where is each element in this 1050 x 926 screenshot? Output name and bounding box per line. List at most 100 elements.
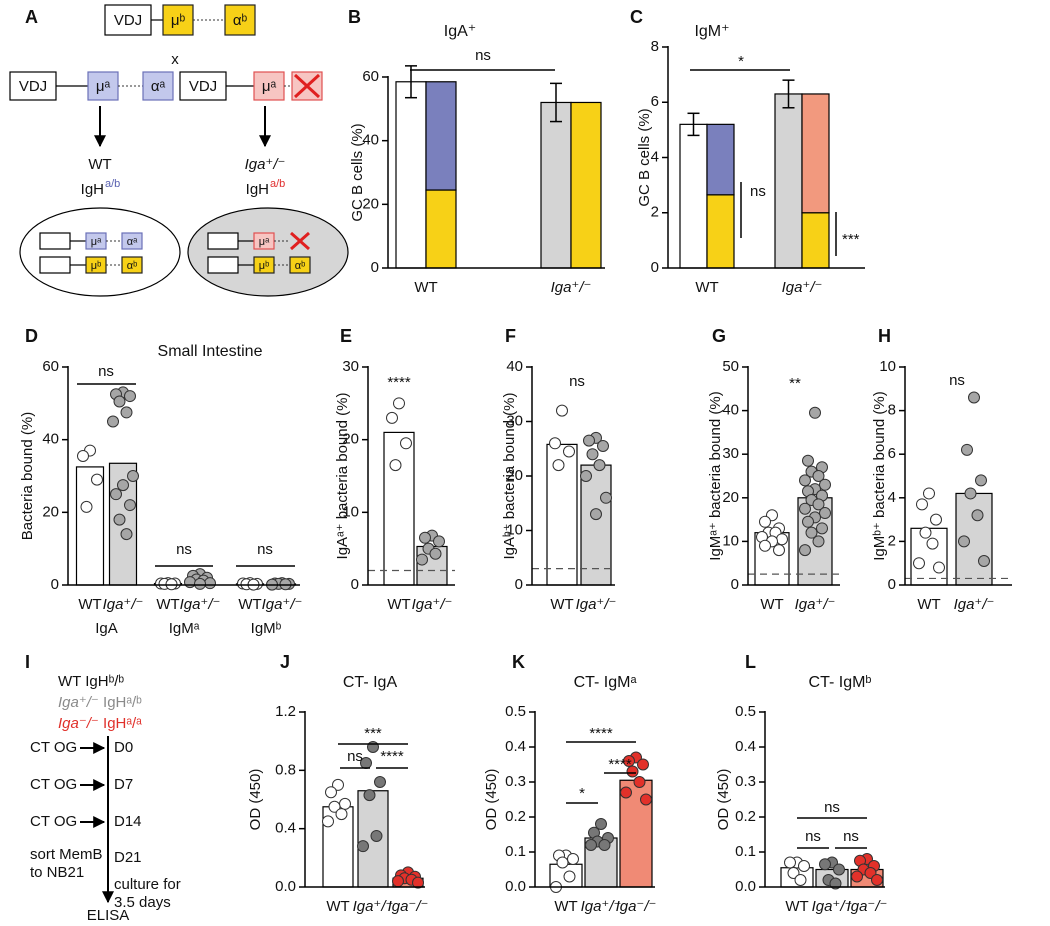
- data-point: [633, 776, 646, 788]
- gene-label: αᵇ: [233, 12, 248, 29]
- cell: [187, 207, 349, 297]
- data-point: [113, 513, 126, 526]
- group-label: WT IgHᵇ/ᵇ: [58, 673, 124, 690]
- data-point: [978, 555, 990, 568]
- data-point: [127, 470, 139, 482]
- x-tick-label: Iga⁻/⁻: [388, 898, 429, 915]
- y-tick-label: 0.5: [735, 703, 756, 720]
- gene-label: μᵃ: [259, 236, 270, 248]
- data-point: [975, 474, 987, 487]
- x-tick-label: WT: [554, 898, 577, 915]
- igh-allele: a/b: [105, 178, 120, 190]
- diagram-i: I WT IgHᵇ/ᵇ Iga⁺/⁻ IgHᵃ/ᵇ Iga⁻/⁻ IgHᵃ/ᵃ …: [25, 652, 181, 924]
- y-tick-label: 0.5: [505, 703, 526, 720]
- gene-label: μᵃ: [96, 78, 111, 95]
- gene-label: αᵇ: [295, 260, 306, 272]
- data-point: [184, 576, 196, 589]
- data-point: [556, 856, 569, 869]
- y-tick-label: 40: [362, 132, 379, 149]
- y-tick-label: 0: [515, 576, 523, 593]
- data-point: [580, 470, 592, 482]
- data-point: [563, 445, 575, 458]
- igh-label: IgHᵇ/ᵇ: [85, 673, 124, 690]
- panel-letter: I: [25, 652, 30, 672]
- significance-label: ns: [176, 541, 192, 558]
- significance-label: ns: [949, 372, 965, 389]
- y-tick-label: 2: [651, 204, 659, 221]
- x-tick-label: WT: [414, 279, 437, 296]
- data-point: [585, 839, 597, 851]
- stack-segment: [570, 101, 602, 269]
- significance-label: ****: [608, 756, 632, 773]
- bar: [75, 466, 105, 586]
- data-point: [802, 515, 814, 528]
- data-point: [968, 391, 980, 404]
- chart-title: CT- IgA: [343, 674, 398, 691]
- panel-letter: K: [512, 652, 525, 672]
- data-point: [80, 500, 93, 513]
- data-point: [759, 539, 771, 552]
- y-tick-label: 50: [722, 358, 739, 375]
- cross-label: x: [171, 51, 179, 68]
- gene-label: μᵇ: [259, 260, 270, 272]
- y-tick-label: 8: [651, 38, 659, 55]
- y-tick-label: 0: [51, 576, 59, 593]
- y-tick-label: 0.8: [275, 761, 296, 778]
- y-tick-label: 0: [731, 576, 739, 593]
- data-point: [819, 858, 831, 871]
- x-tick-label: WT: [760, 596, 783, 613]
- y-axis-title: IgAᵇ⁺ bacteria bound (%): [501, 392, 518, 559]
- gene-label: μᵇ: [171, 12, 186, 29]
- data-point: [933, 561, 945, 574]
- y-tick-label: 30: [722, 445, 739, 462]
- significance-label: ***: [364, 725, 382, 742]
- data-point: [400, 437, 412, 450]
- y-tick-label: 0.4: [275, 820, 296, 837]
- data-point: [794, 874, 807, 886]
- data-point: [799, 544, 811, 557]
- y-tick-label: 40: [506, 358, 523, 375]
- day: D0: [114, 739, 133, 756]
- bar: [580, 464, 612, 586]
- data-point: [799, 502, 811, 515]
- gene-box: [289, 256, 311, 274]
- data-point: [392, 875, 404, 888]
- x-tick-label: Iga⁺/⁻: [262, 596, 303, 613]
- y-tick-label: 60: [362, 68, 379, 85]
- panel-letter: G: [712, 326, 726, 346]
- data-point: [637, 758, 649, 771]
- igh-label: IgHᵃ/ᵇ: [103, 694, 142, 711]
- data-point: [322, 815, 334, 828]
- gene-label: VDJ: [19, 78, 47, 95]
- readout: ELISA: [87, 907, 130, 924]
- data-point: [429, 547, 442, 560]
- y-tick-label: 60: [42, 358, 59, 375]
- culture-note: 3.5 days: [114, 894, 171, 911]
- data-point: [805, 526, 818, 539]
- data-point: [926, 537, 939, 550]
- y-tick-label: 0.4: [735, 738, 756, 755]
- data-point: [325, 786, 337, 799]
- significance-label: ns: [843, 828, 859, 845]
- igh-allele: a/b: [270, 178, 285, 190]
- x-tick-label: WT: [387, 596, 410, 613]
- y-tick-label: 0.1: [505, 843, 526, 860]
- data-point: [363, 789, 376, 802]
- data-point: [799, 474, 811, 487]
- data-point: [913, 557, 925, 570]
- data-point: [916, 498, 928, 511]
- y-tick-label: 20: [42, 503, 59, 520]
- x-tick-label: Iga⁺/⁻: [353, 898, 394, 915]
- gene-box: [142, 71, 174, 101]
- significance-label: ns: [824, 799, 840, 816]
- data-point: [433, 535, 445, 548]
- significance-label: *: [738, 53, 744, 70]
- x-tick-label: WT: [695, 279, 718, 296]
- gene-label: VDJ: [114, 12, 142, 29]
- x-tick-label: Iga⁻/⁻: [847, 898, 888, 915]
- data-point: [120, 528, 133, 541]
- cell: [19, 207, 181, 297]
- gene-label: αᵃ: [127, 236, 138, 248]
- gene-box: [104, 4, 152, 36]
